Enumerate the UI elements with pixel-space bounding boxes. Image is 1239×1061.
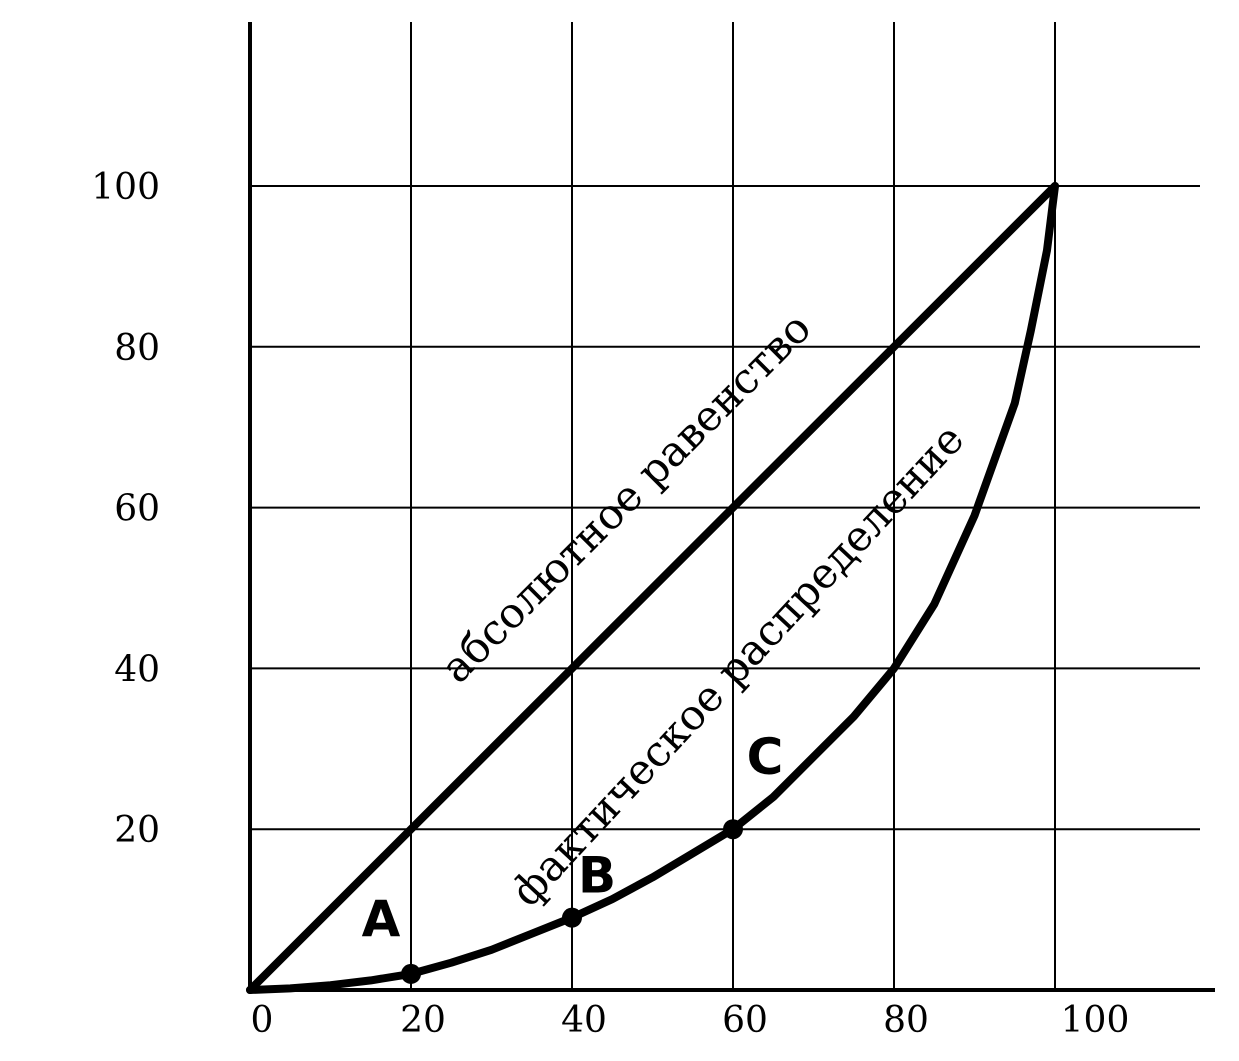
point-marker-c [723,819,743,840]
point-label-a: A [362,890,401,948]
point-label-c: C [747,728,784,786]
axis-layer [248,22,1215,992]
equality-line [246,182,1059,994]
y-tick-label: 20 [114,810,160,851]
x-tick-label: 20 [400,1000,446,1041]
lorenz-curve [246,182,1059,994]
x-tick-label: 80 [883,1000,929,1041]
x-tick-label: 100 [1061,1000,1130,1041]
point-marker-a [401,963,421,984]
point-layer: A B C [362,728,784,984]
y-tick-label: 40 [114,649,160,690]
point-label-b: B [578,847,616,905]
y-tick-label: 60 [114,489,160,530]
tick-labels: 0 20 40 60 80 100 20 40 60 80 100 [91,167,1129,1041]
y-tick-label: 80 [114,328,160,369]
point-marker-b [562,907,582,928]
series-layer [246,182,1059,994]
x-tick-label: 40 [561,1000,607,1041]
y-tick-label: 100 [91,167,160,208]
x-tick-label: 60 [722,1000,768,1041]
x-tick-label: 0 [251,1000,274,1041]
